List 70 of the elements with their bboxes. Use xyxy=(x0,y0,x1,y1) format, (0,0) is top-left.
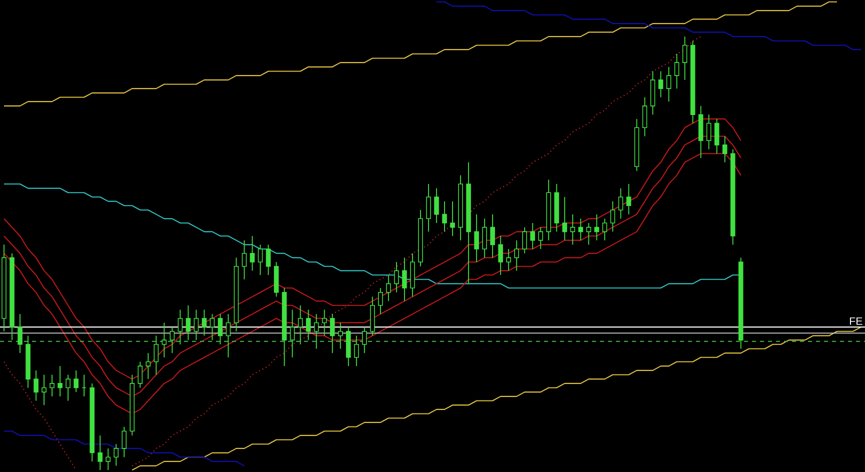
candlestick xyxy=(362,326,367,354)
candlestick xyxy=(474,214,479,262)
candlestick xyxy=(42,374,46,406)
candlestick xyxy=(658,70,664,98)
candlestick xyxy=(210,314,215,341)
candlestick xyxy=(618,188,624,220)
candlestick xyxy=(330,314,335,354)
candlestick xyxy=(482,218,487,258)
candlestick xyxy=(18,314,22,354)
candlestick xyxy=(610,200,616,232)
candlestick xyxy=(506,248,511,272)
candlestick xyxy=(146,352,151,380)
candlestick xyxy=(562,196,568,241)
candlestick xyxy=(170,326,175,354)
candlestick xyxy=(74,370,78,393)
candlestick xyxy=(306,309,311,341)
candlestick xyxy=(682,36,688,80)
candlestick xyxy=(394,262,399,293)
candlestick xyxy=(258,244,263,276)
candlestick xyxy=(714,118,720,154)
candlestick xyxy=(586,222,592,246)
candlestick xyxy=(426,184,431,232)
candlestick xyxy=(722,136,728,163)
candlestick xyxy=(154,335,159,376)
candlestick xyxy=(50,374,54,397)
candlestick xyxy=(322,309,327,336)
candlestick xyxy=(402,257,407,302)
candlestick xyxy=(186,304,191,341)
candlestick xyxy=(706,114,712,150)
candlestick xyxy=(218,314,223,345)
candlestick xyxy=(202,309,207,336)
candlestick xyxy=(98,434,103,471)
candlestick xyxy=(314,314,319,350)
candlestick xyxy=(490,214,495,258)
candlestick xyxy=(162,322,167,358)
candlestick xyxy=(178,309,183,345)
candlestick xyxy=(442,200,447,232)
candlestick xyxy=(434,188,439,224)
candlestick xyxy=(138,361,143,388)
candlestick xyxy=(226,314,231,358)
candlestick xyxy=(66,374,70,402)
candlestick xyxy=(338,322,343,350)
candlestick xyxy=(538,226,544,250)
candlestick xyxy=(498,236,503,276)
candlestick xyxy=(570,214,576,246)
candlestick xyxy=(378,288,383,315)
ref-line-label: FE xyxy=(850,317,862,325)
candlestick xyxy=(530,222,536,250)
candlestick xyxy=(602,218,608,241)
candlestick xyxy=(626,184,632,215)
candlestick xyxy=(122,426,127,458)
candlestick xyxy=(58,366,62,397)
candlestick xyxy=(386,274,391,302)
candlestick xyxy=(242,240,247,280)
candlestick xyxy=(674,53,680,90)
candlestick xyxy=(250,236,255,272)
candlestick xyxy=(354,335,359,367)
candlestick xyxy=(114,444,119,466)
candlestick xyxy=(450,200,455,236)
candlestick xyxy=(578,218,584,241)
candlestick xyxy=(522,226,528,254)
candlestick xyxy=(266,244,271,276)
candlestick xyxy=(642,96,648,137)
candlestick xyxy=(194,309,199,341)
candlestick xyxy=(34,370,38,402)
candlestick xyxy=(514,240,520,272)
candlestick xyxy=(594,214,600,241)
candlestick xyxy=(666,66,672,102)
candlestick xyxy=(298,304,303,345)
candlestick xyxy=(290,309,295,358)
